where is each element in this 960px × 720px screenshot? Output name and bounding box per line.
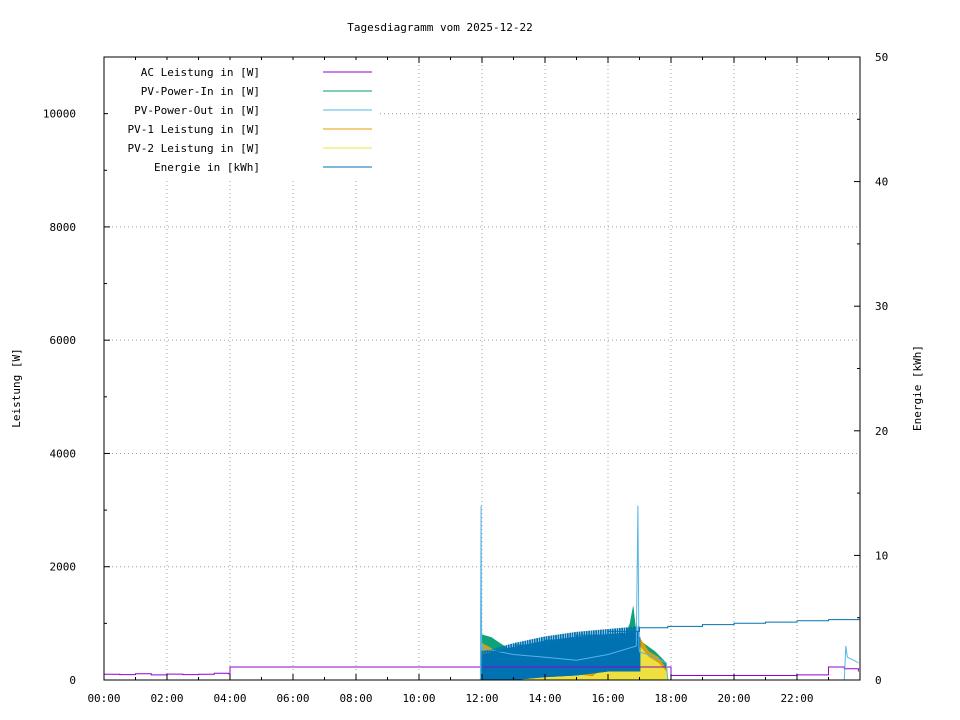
legend-label: Energie in [kWh] [154,161,260,174]
y2-tick-label: 30 [875,300,888,313]
axes-frame [103,56,861,681]
y-tick-label: 0 [69,674,76,687]
series-line [104,666,859,676]
y2-axis-label: Energie [kWh] [911,345,924,431]
legend-label: AC Leistung in [W] [141,66,260,79]
x-tick-label: 22:00 [780,692,813,705]
x-tick-label: 10:00 [402,692,435,705]
y2-tick-label: 10 [875,549,888,562]
series-line [104,505,859,681]
legend-label: PV-1 Leistung in [W] [128,123,260,136]
legend-label: PV-Power-In in [W] [141,85,260,98]
x-tick-label: 12:00 [465,692,498,705]
y-tick-label: 4000 [50,447,77,460]
y-axis-label: Leistung [W] [10,348,23,427]
x-tick-label: 14:00 [528,692,561,705]
x-tick-label: 06:00 [276,692,309,705]
legend: AC Leistung in [W] PV-Power-In in [W] PV-P… [108,60,378,178]
legend-label: PV-2 Leistung in [W] [128,142,260,155]
x-tick-label: 20:00 [717,692,750,705]
y2-tick-label: 20 [875,425,888,438]
x-tick-label: 02:00 [150,692,183,705]
x-tick-label: 04:00 [213,692,246,705]
x-tick-label: 08:00 [339,692,372,705]
y-tick-label: 2000 [50,561,77,574]
series-line [104,617,861,681]
y-tick-label: 6000 [50,334,77,347]
x-tick-label: 00:00 [87,692,120,705]
plot-area [104,505,861,681]
chart-title: Tagesdiagramm vom 2025-12-22 [347,21,532,34]
plot-border [103,56,861,681]
y-tick-label: 10000 [43,108,76,121]
tick-labels: 00:00 02:00 04:00 06:00 08:00 10:00 12:00 14:00… [43,51,888,705]
y2-tick-label: 0 [875,674,882,687]
legend-box [108,60,378,178]
x-tick-label: 18:00 [654,692,687,705]
y2-tick-label: 50 [875,51,888,64]
y2-tick-label: 40 [875,176,888,189]
y-tick-label: 8000 [50,221,77,234]
legend-label: PV-Power-Out in [W] [134,104,260,117]
x-tick-label: 16:00 [591,692,624,705]
